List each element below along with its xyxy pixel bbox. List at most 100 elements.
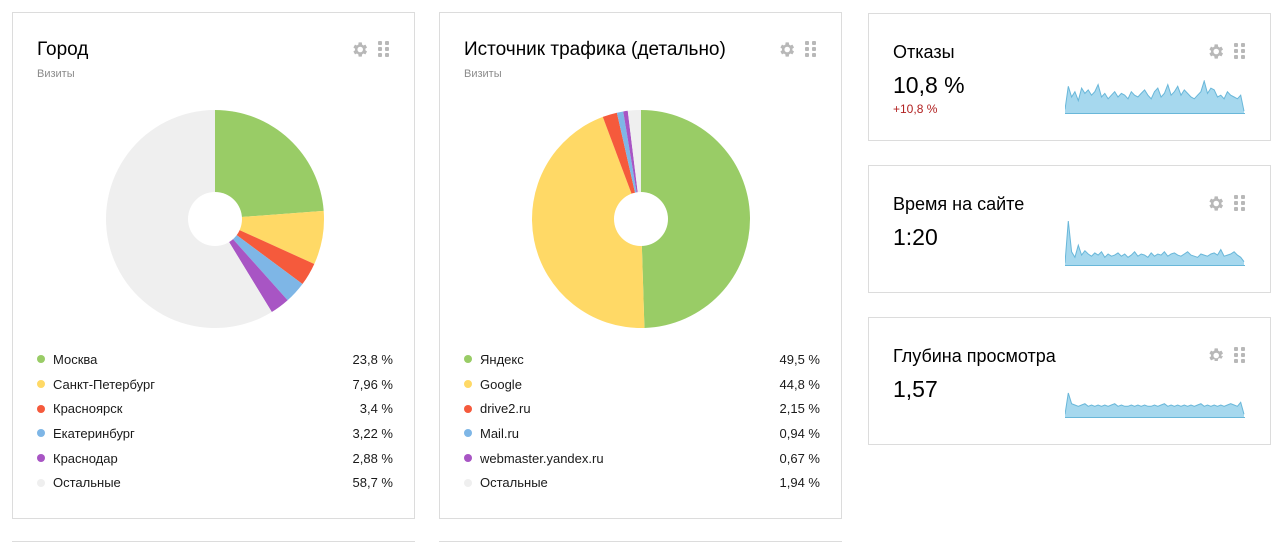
time-widget-title: Время на сайте: [893, 194, 1025, 214]
legend-dot-icon: [464, 404, 472, 413]
legend-value: 3,4 %: [359, 401, 393, 417]
legend-value: 49,5 %: [779, 351, 820, 367]
city-widget-subtitle: Визиты: [37, 68, 75, 80]
legend-dot-icon: [37, 478, 45, 487]
depth-sparkline: [1065, 392, 1245, 418]
depth-widget-tools: [1206, 346, 1245, 365]
legend-value: 0,94 %: [779, 425, 820, 441]
legend-label: Екатеринбург: [53, 425, 135, 441]
legend-item[interactable]: Остальные 58,7 %: [37, 470, 393, 495]
legend-item[interactable]: Москва 23,8 %: [37, 347, 393, 372]
traffic-widget-tools: [777, 40, 816, 59]
drag-handle-icon[interactable]: [378, 41, 389, 58]
sparkline-area: [1065, 221, 1244, 266]
traffic-widget: Источник трафика (детально) Визиты Яндек…: [439, 12, 842, 519]
pie-slice[interactable]: [215, 219, 303, 301]
bounce-widget-tools: [1206, 42, 1245, 61]
settings-gear-icon[interactable]: [1206, 194, 1225, 213]
legend-item[interactable]: Остальные 1,94 %: [464, 470, 820, 495]
sparkline-line: [1065, 80, 1245, 112]
pie-center-hole: [614, 192, 668, 246]
depth-widget-title: Глубина просмотра: [893, 346, 1056, 366]
legend-item[interactable]: Екатеринбург 3,22 %: [37, 421, 393, 446]
bounce-sparkline: [1065, 80, 1245, 114]
pie-slice[interactable]: [627, 110, 641, 219]
pie-slice[interactable]: [641, 110, 750, 328]
legend-item[interactable]: webmaster.yandex.ru 0,67 %: [464, 446, 820, 471]
legend-label: Google: [480, 376, 522, 392]
legend-item[interactable]: Google 44,8 %: [464, 372, 820, 397]
legend-item[interactable]: Красноярск 3,4 %: [37, 396, 393, 421]
depth-value: 1,57: [893, 376, 938, 402]
settings-gear-icon[interactable]: [1206, 346, 1225, 365]
pie-slice[interactable]: [532, 116, 645, 328]
city-widget-tools: [350, 40, 389, 59]
settings-gear-icon[interactable]: [350, 40, 369, 59]
sparkline-area: [1065, 81, 1244, 114]
legend-item[interactable]: drive2.ru 2,15 %: [464, 396, 820, 421]
traffic-legend: Яндекс 49,5 % Google 44,8 % drive2.ru 2,15 % M…: [464, 347, 820, 495]
traffic-widget-subtitle: Визиты: [464, 68, 502, 80]
legend-label: Остальные: [480, 475, 548, 491]
next-card-edge: [439, 541, 842, 544]
legend-dot-icon: [37, 429, 45, 438]
pie-slice[interactable]: [215, 110, 324, 219]
legend-value: 3,22 %: [352, 425, 393, 441]
pie-slice[interactable]: [215, 210, 324, 264]
time-widget-tools: [1206, 194, 1245, 213]
legend-item[interactable]: Яндекс 49,5 %: [464, 347, 820, 372]
legend-value: 44,8 %: [779, 376, 820, 392]
traffic-pie-chart: [532, 110, 750, 328]
next-card-edge: [12, 541, 415, 544]
legend-label: Красноярск: [53, 401, 123, 417]
legend-dot-icon: [37, 380, 45, 389]
bounce-delta: +10,8 %: [893, 102, 938, 116]
pie-slice[interactable]: [215, 219, 315, 285]
settings-gear-icon[interactable]: [777, 40, 796, 59]
legend-dot-icon: [37, 404, 45, 413]
legend-value: 23,8 %: [352, 351, 393, 367]
settings-gear-icon[interactable]: [1206, 42, 1225, 61]
pie-slice[interactable]: [602, 112, 641, 219]
legend-label: drive2.ru: [480, 401, 531, 417]
legend-value: 0,67 %: [779, 450, 820, 466]
pie-slice[interactable]: [215, 219, 288, 313]
pie-slice[interactable]: [616, 111, 641, 219]
legend-dot-icon: [464, 454, 472, 463]
legend-label: Москва: [53, 351, 98, 367]
legend-label: Яндекс: [480, 351, 524, 367]
time-sparkline: [1065, 220, 1245, 266]
city-legend: Москва 23,8 % Санкт-Петербург 7,96 % Красноя…: [37, 347, 393, 495]
legend-value: 2,88 %: [352, 450, 393, 466]
legend-dot-icon: [37, 454, 45, 463]
legend-dot-icon: [464, 380, 472, 389]
pie-slice[interactable]: [623, 110, 641, 219]
legend-item[interactable]: Краснодар 2,88 %: [37, 446, 393, 471]
time-value: 1:20: [893, 224, 938, 250]
legend-value: 1,94 %: [779, 475, 820, 491]
traffic-widget-title: Источник трафика (детально): [464, 39, 726, 60]
legend-dot-icon: [37, 355, 45, 364]
drag-handle-icon[interactable]: [1234, 43, 1245, 60]
sparkline-line: [1065, 220, 1245, 263]
city-widget-title: Город: [37, 39, 89, 60]
legend-label: Остальные: [53, 475, 121, 491]
pie-center-hole: [188, 192, 242, 246]
legend-dot-icon: [464, 355, 472, 364]
bounce-value: 10,8 %: [893, 72, 965, 98]
bounce-widget-title: Отказы: [893, 42, 955, 62]
drag-handle-icon[interactable]: [805, 41, 816, 58]
legend-dot-icon: [464, 429, 472, 438]
legend-item[interactable]: Санкт-Петербург 7,96 %: [37, 372, 393, 397]
legend-item[interactable]: Mail.ru 0,94 %: [464, 421, 820, 446]
sparkline-line: [1065, 392, 1245, 415]
legend-dot-icon: [464, 478, 472, 487]
legend-label: Краснодар: [53, 450, 118, 466]
legend-label: Санкт-Петербург: [53, 376, 155, 392]
legend-value: 58,7 %: [352, 475, 393, 491]
legend-value: 2,15 %: [779, 401, 820, 417]
legend-label: Mail.ru: [480, 425, 520, 441]
drag-handle-icon[interactable]: [1234, 347, 1245, 364]
drag-handle-icon[interactable]: [1234, 195, 1245, 212]
legend-label: webmaster.yandex.ru: [480, 450, 604, 466]
